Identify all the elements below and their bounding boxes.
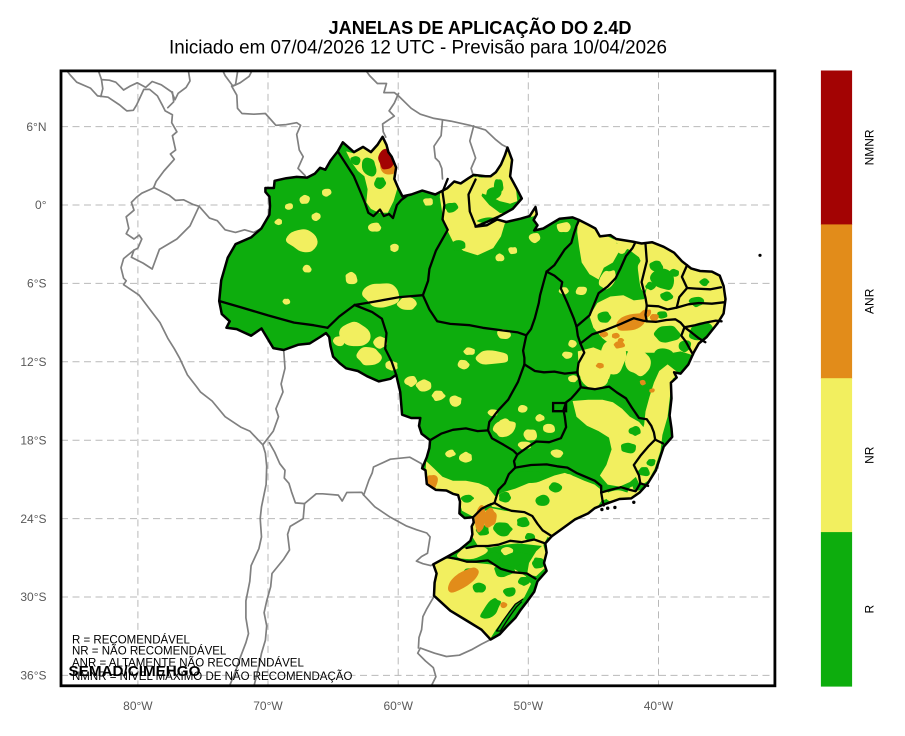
svg-text:NR = NÃO RECOMENDÁVEL: NR = NÃO RECOMENDÁVEL [72, 645, 227, 658]
svg-text:24°S: 24°S [20, 512, 46, 526]
svg-text:R: R [863, 604, 877, 613]
svg-text:6°S: 6°S [27, 277, 46, 291]
svg-text:NMNR: NMNR [863, 129, 877, 165]
svg-text:0°: 0° [35, 198, 47, 212]
svg-text:JANELAS DE APLICAÇÃO DO 2.4D: JANELAS DE APLICAÇÃO DO 2.4D [329, 17, 632, 38]
svg-text:Iniciado em 07/04/2026 12 UTC: Iniciado em 07/04/2026 12 UTC - Previsão… [169, 38, 667, 59]
svg-text:80°W: 80°W [123, 699, 153, 713]
svg-text:12°S: 12°S [20, 355, 46, 369]
svg-text:ANR: ANR [863, 288, 877, 314]
svg-text:ANR = ALTAMENTE NÃO RECOMENDÁV: ANR = ALTAMENTE NÃO RECOMENDÁVEL [72, 656, 304, 669]
svg-text:70°W: 70°W [253, 699, 283, 713]
svg-text:18°S: 18°S [20, 433, 46, 447]
svg-text:40°W: 40°W [644, 699, 674, 713]
svg-text:6°N: 6°N [26, 120, 46, 134]
svg-text:NMNR = NÍVEL MÁXIMO DE NÃO REC: NMNR = NÍVEL MÁXIMO DE NÃO RECOMENDAÇÃO [72, 670, 352, 683]
svg-text:36°S: 36°S [20, 669, 46, 683]
svg-text:SEMAD/CIMEHGO: SEMAD/CIMEHGO [69, 663, 201, 680]
svg-text:50°W: 50°W [514, 699, 544, 713]
svg-text:NR: NR [863, 446, 877, 464]
svg-text:30°S: 30°S [20, 590, 46, 604]
svg-text:R = RECOMENDÁVEL: R = RECOMENDÁVEL [72, 634, 191, 647]
svg-text:60°W: 60°W [383, 699, 413, 713]
